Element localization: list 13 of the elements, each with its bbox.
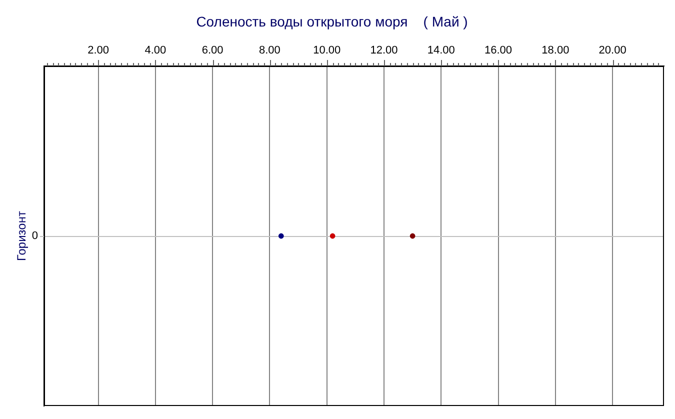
x-tick-label: 20.00	[598, 44, 626, 56]
x-tick-label: 10.00	[313, 44, 341, 56]
x-tick-label: 18.00	[542, 44, 570, 56]
x-tick-label: 2.00	[88, 44, 109, 56]
y-tick-label: 0	[32, 230, 38, 242]
x-tick-label: 8.00	[259, 44, 280, 56]
chart-title: Соленость воды открытого моря ( Май )	[196, 13, 468, 30]
x-tick-label: 16.00	[484, 44, 512, 56]
y-axis-title: Горизонт	[14, 210, 28, 261]
x-tick-label: 6.00	[202, 44, 224, 56]
x-tick-label: 12.00	[370, 44, 398, 56]
x-tick-label: 14.00	[427, 44, 455, 56]
x-tick-label: 4.00	[144, 44, 166, 56]
